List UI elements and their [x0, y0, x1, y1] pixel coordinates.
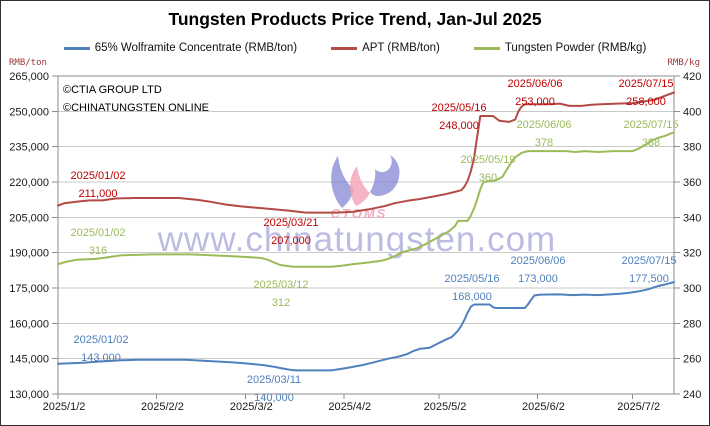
right-axis-label: 380: [683, 142, 701, 154]
right-axis-label: 300: [683, 283, 701, 295]
annotation-date: 2025/07/15: [623, 119, 678, 131]
annotation-value: 248,000: [439, 120, 479, 132]
annotation-date: 2025/07/15: [621, 255, 676, 267]
left-axis-label: 205,000: [9, 212, 49, 224]
left-axis-label: 190,000: [9, 248, 49, 260]
annotation-date: 2025/06/06: [507, 78, 562, 90]
right-axis-label: 340: [683, 212, 701, 224]
left-axis-label: 145,000: [9, 354, 49, 366]
annotation-date: 2025/03/12: [253, 279, 308, 291]
legend: 65% Wolframite Concentrate (RMB/ton) APT…: [1, 42, 709, 54]
watermark-logo-petal-icon: [350, 166, 370, 206]
annotation-value: 378: [535, 137, 553, 149]
annotation-value: 316: [89, 245, 107, 257]
left-axis-label: 265,000: [9, 71, 49, 83]
legend-label: APT (RMB/ton): [362, 42, 440, 54]
left-axis-label: 175,000: [9, 283, 49, 295]
annotation-value: 143,000: [81, 352, 121, 364]
annotation-date: 2025/01/02: [70, 170, 125, 182]
right-axis-label: 420: [683, 71, 701, 83]
x-axis-label: 2025/1/2: [43, 401, 86, 413]
right-axis-label: 400: [683, 106, 701, 118]
legend-item-powder: Tungsten Powder (RMB/kg): [473, 42, 647, 54]
right-axis-label: 280: [683, 318, 701, 330]
series-line-tungsten-powder-rmb-kg: [57, 131, 675, 268]
annotation-value: 177,500: [629, 273, 669, 285]
wolframite-line-swatch: [63, 46, 90, 50]
right-axis-label: 360: [683, 177, 701, 189]
annotation-date: 2025/05/19: [460, 154, 515, 166]
left-axis-unit: RMB/ton: [9, 58, 47, 68]
x-axis-label: 2025/2/2: [141, 401, 184, 413]
series-line-65-wolframite-concentrate-rmb-ton: [57, 281, 675, 372]
right-axis-label: 240: [683, 389, 701, 401]
left-axis-label: 220,000: [9, 177, 49, 189]
annotation-date: 2025/07/15: [618, 78, 673, 90]
annotation-value: 312: [272, 297, 290, 309]
annotation-value: 360: [479, 172, 497, 184]
watermark-logo-petal-icon: [331, 156, 354, 208]
annotation-value: 173,000: [518, 273, 558, 285]
watermark-text: www.chinatungsten.com: [157, 220, 556, 259]
x-axis-label: 2025/3/2: [230, 401, 273, 413]
legend-label: 65% Wolframite Concentrate (RMB/ton): [94, 42, 298, 54]
annotation-date: 2025/06/06: [516, 119, 571, 131]
annotation-date: 2025/05/16: [444, 273, 499, 285]
x-axis-label: 2025/6/2: [522, 401, 565, 413]
watermark-logo-swirl-icon: [370, 155, 400, 196]
annotation-value: 258,000: [626, 96, 666, 108]
legend-item-wolframite: 65% Wolframite Concentrate (RMB/ton): [63, 42, 298, 54]
legend-item-apt: APT (RMB/ton): [331, 42, 440, 54]
x-axis-label: 2025/7/2: [617, 401, 660, 413]
annotation-value: 140,000: [254, 392, 294, 404]
left-axis-label: 250,000: [9, 106, 49, 118]
left-axis-label: 130,000: [9, 389, 49, 401]
chart-title: Tungsten Products Price Trend, Jan-Jul 2…: [168, 9, 542, 29]
legend-label: Tungsten Powder (RMB/kg): [504, 42, 647, 54]
series-line-apt-rmb-ton: [57, 91, 675, 214]
annotation-value: 207,000: [271, 235, 311, 247]
plot-border: [57, 75, 675, 395]
right-axis-unit: RMB/kg: [667, 58, 700, 68]
annotation-value: 211,000: [79, 188, 118, 200]
annotation-value: 253,000: [515, 96, 555, 108]
x-axis-label: 2025/5/2: [424, 401, 467, 413]
annotation-date: 2025/03/21: [263, 217, 318, 229]
annotation-date: 2025/05/16: [431, 102, 486, 114]
annotation-date: 2025/01/02: [70, 227, 125, 239]
annotation-date: 2025/03/11: [247, 374, 301, 386]
copyright-line-1: ©CTIA GROUP LTD: [63, 84, 162, 96]
annotation-date: 2025/01/02: [73, 334, 128, 346]
annotation-date: 2025/06/06: [510, 255, 565, 267]
left-axis-label: 235,000: [9, 142, 49, 154]
annotation-value: 388: [642, 137, 660, 149]
left-axis-label: 160,000: [9, 318, 49, 330]
apt-line-swatch: [331, 46, 358, 50]
powder-line-swatch: [473, 46, 500, 50]
right-axis-label: 320: [683, 248, 701, 260]
annotation-value: 168,000: [452, 291, 492, 303]
right-axis-label: 260: [683, 354, 701, 366]
x-axis-label: 2025/4/2: [328, 401, 371, 413]
